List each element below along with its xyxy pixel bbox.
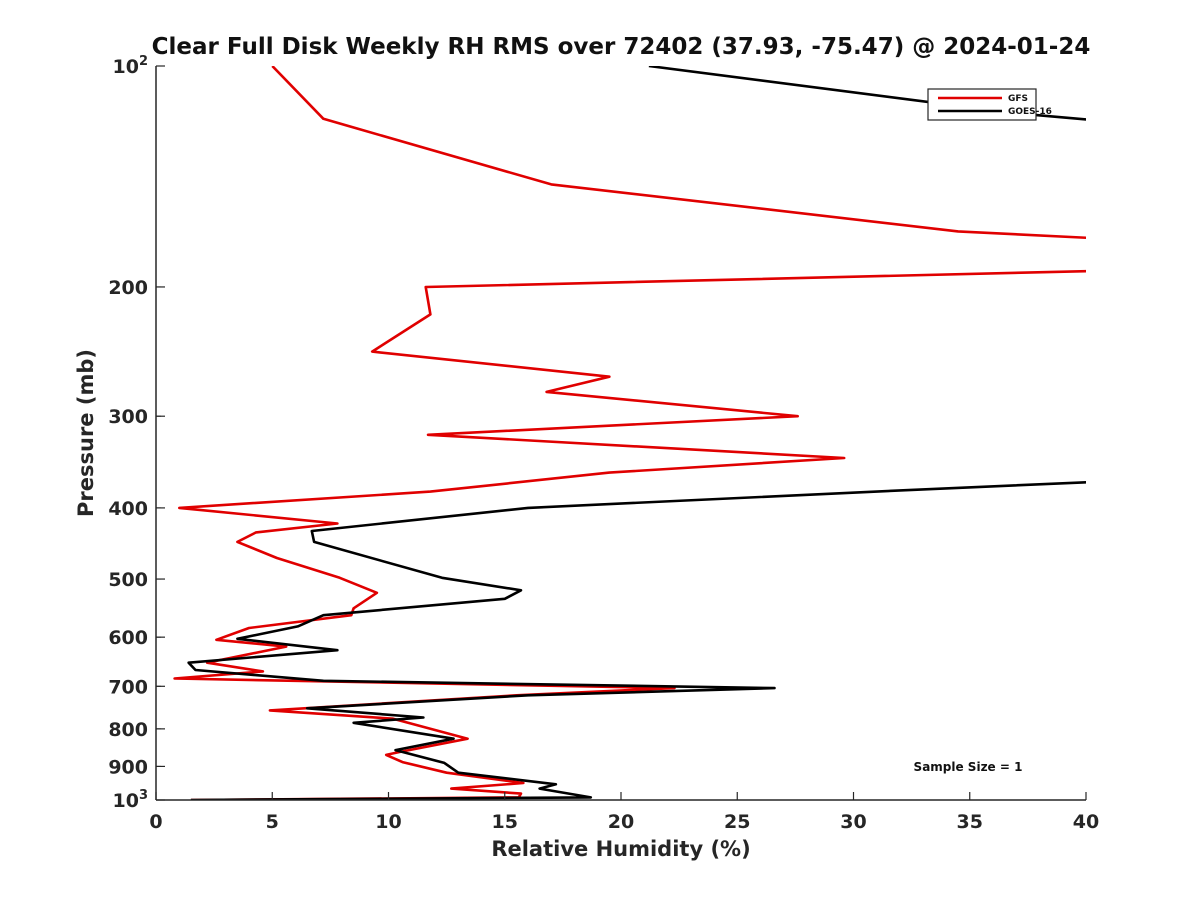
- series-line-gfs: [173, 66, 1086, 800]
- x-tick-label: 15: [492, 811, 518, 833]
- legend: GFS GOES-16: [927, 88, 1052, 121]
- legend-box: [927, 88, 1037, 121]
- x-tick-label: 5: [266, 811, 279, 833]
- x-tick-label: 10: [375, 811, 401, 833]
- axes: 0 5 10 15 20 25 30 35 40 102 200 300 400 500 600 700 800…: [108, 54, 1099, 833]
- x-tick-label: 0: [149, 811, 162, 833]
- y-tick-label: 800: [108, 719, 148, 741]
- y-tick-label: 300: [108, 406, 148, 428]
- x-tick-label: 30: [840, 811, 866, 833]
- chart-title: Clear Full Disk Weekly RH RMS over 72402…: [152, 34, 1091, 60]
- x-tick-label: 35: [957, 811, 983, 833]
- y-tick-label: 200: [108, 277, 148, 299]
- y-tick-label: 600: [108, 627, 148, 649]
- y-tick-label: 700: [108, 676, 148, 698]
- y-tick-label: 500: [108, 569, 148, 591]
- series-line-goes-16: [187, 66, 1086, 800]
- x-tick-label: 25: [724, 811, 750, 833]
- y-tick-label: 900: [108, 756, 148, 778]
- x-tick-label: 40: [1073, 811, 1099, 833]
- x-axis-label: Relative Humidity (%): [491, 837, 750, 861]
- y-tick-label: 102: [113, 54, 149, 78]
- legend-label: GOES-16: [1008, 107, 1052, 117]
- sample-size-annotation: Sample Size = 1: [914, 760, 1023, 774]
- y-tick-label: 103: [113, 788, 149, 812]
- x-tick-label: 20: [608, 811, 634, 833]
- y-axis-label: Pressure (mb): [74, 349, 98, 517]
- series-layer: [173, 66, 1086, 800]
- y-tick-label: 400: [108, 498, 148, 520]
- legend-label: GFS: [1008, 94, 1028, 104]
